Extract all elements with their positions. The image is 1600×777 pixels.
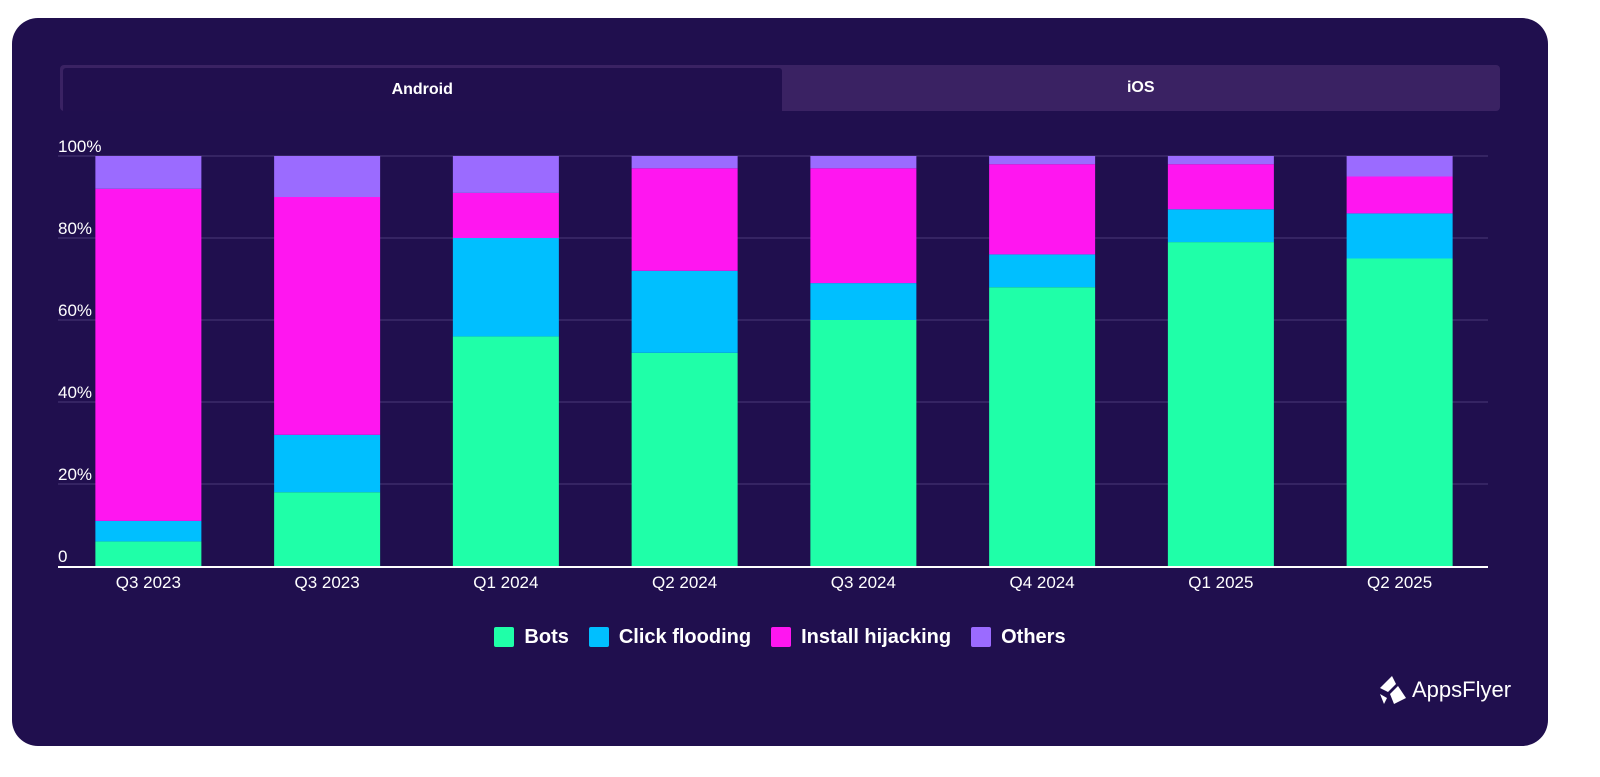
x-tick-label: Q3 2023: [295, 573, 360, 592]
y-tick-label: 100%: [58, 137, 101, 156]
bar-segment-bots: [95, 541, 202, 566]
bar-segment-bots: [452, 336, 559, 566]
x-tick-label: Q3 2023: [116, 573, 181, 592]
legend-swatch: [971, 627, 992, 647]
bar-segment-bots: [1346, 258, 1453, 566]
legend-swatch: [588, 627, 609, 647]
bar-segment-bots: [989, 287, 1096, 566]
bar-segment-install-hijacking: [989, 164, 1096, 255]
legend-item-click-flooding: Click flooding: [588, 625, 752, 649]
x-tick-label: Q2 2024: [652, 573, 717, 592]
x-tick-label: Q1 2025: [1188, 573, 1253, 592]
chart-legend: Bots Click flooding Install hijacking Other…: [12, 618, 1548, 656]
legend-swatch: [771, 627, 792, 647]
bar-segment-install-hijacking: [810, 168, 917, 284]
y-tick-label: 20%: [58, 465, 92, 484]
bar-segment-click-flooding: [1346, 213, 1453, 259]
bar-segment-install-hijacking: [1167, 164, 1274, 210]
x-tick-label: Q4 2024: [1010, 573, 1075, 592]
bar-segment-install-hijacking: [1346, 176, 1453, 214]
legend-label: Others: [1001, 625, 1066, 648]
appsflyer-logo-text: AppsFlyer: [1412, 677, 1512, 702]
bar-segment-install-hijacking: [631, 168, 738, 271]
bar-segment-click-flooding: [1167, 209, 1274, 243]
x-tick-label: Q3 2024: [831, 573, 896, 592]
bar-segment-install-hijacking: [452, 192, 559, 238]
bar-segment-others: [1167, 156, 1274, 165]
bar-segment-bots: [631, 352, 738, 566]
bar-segment-bots: [810, 320, 917, 566]
appsflyer-logo-icon: [1380, 676, 1406, 704]
bar-segment-others: [989, 156, 1096, 165]
y-tick-label: 0: [58, 547, 67, 566]
y-tick-label: 40%: [58, 383, 92, 402]
chart-card: Android iOS 0 20% 40% 60% 80% 100% Q3 2023 Q3 2…: [12, 18, 1548, 746]
bar-segment-install-hijacking: [95, 188, 202, 521]
bar-segment-click-flooding: [452, 238, 559, 337]
tab-android[interactable]: Android: [63, 68, 782, 111]
legend-item-bots: Bots: [494, 625, 569, 649]
bar-segment-others: [1346, 156, 1453, 177]
bar-segment-others: [452, 156, 559, 193]
legend-swatch: [494, 627, 515, 647]
legend-item-install-hijacking: Install hijacking: [771, 626, 951, 649]
y-tick-label: 80%: [58, 219, 92, 238]
bar-segment-click-flooding: [274, 434, 381, 493]
platform-tabs: Android iOS: [60, 65, 1500, 111]
y-tick-label: 60%: [58, 301, 92, 320]
legend-label: Bots: [524, 625, 569, 648]
bar-segment-install-hijacking: [274, 197, 381, 435]
appsflyer-logo: AppsFlyer: [1378, 674, 1511, 706]
bar-segment-others: [274, 156, 381, 197]
bar-segment-click-flooding: [989, 254, 1096, 288]
legend-item-others: Others: [971, 625, 1066, 649]
bar-segment-bots: [1167, 242, 1274, 566]
stacked-bar-chart: 0 20% 40% 60% 80% 100% Q3 2023 Q3 2023 Q1 2024 Q2…: [58, 137, 1488, 592]
tab-ios[interactable]: iOS: [1126, 79, 1155, 96]
legend-label: Click flooding: [618, 625, 752, 648]
legend-label: Install hijacking: [801, 625, 952, 648]
bar-segment-click-flooding: [810, 283, 917, 320]
bar-segment-bots: [274, 492, 381, 566]
bar-segment-others: [810, 156, 917, 169]
bar-segment-others: [631, 156, 738, 169]
bar-segment-click-flooding: [95, 520, 202, 542]
x-tick-label: Q1 2024: [473, 573, 538, 592]
x-tick-label: Q2 2025: [1367, 573, 1432, 592]
bar-segment-click-flooding: [631, 270, 738, 353]
bar-segment-others: [95, 156, 202, 189]
